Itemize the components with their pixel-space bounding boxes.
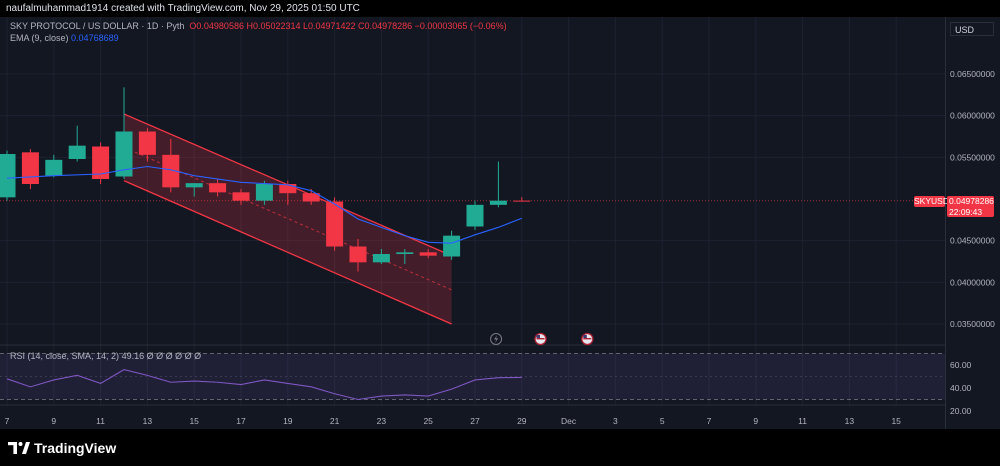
events-layer: [490, 332, 594, 346]
candle-body: [443, 235, 461, 257]
price-tick-label: 0.06000000: [950, 111, 995, 121]
x-tick-label: 5: [660, 416, 665, 426]
x-tick-label: 19: [283, 416, 293, 426]
rsi-band: [0, 353, 945, 400]
legend-rsi-label: RSI (14, close, SMA, 14, 2): [10, 351, 120, 361]
legend-ohlc: O0.04980586 H0.05022314 L0.04971422 C0.0…: [189, 21, 507, 31]
x-tick-label: 13: [845, 416, 855, 426]
tradingview-logo[interactable]: TradingView: [8, 440, 116, 456]
grid-layer: [0, 17, 945, 405]
candle-body: [138, 131, 156, 155]
channel-fill: [124, 114, 452, 324]
x-tick-label: 25: [423, 416, 433, 426]
candles-layer: [0, 87, 531, 272]
x-tick-label: Dec: [561, 416, 577, 426]
x-tick-label: 9: [753, 416, 758, 426]
candle-body: [396, 252, 414, 254]
x-tick-label: 29: [517, 416, 527, 426]
legend-rsi-value: 49.16 Ø Ø Ø Ø Ø Ø: [121, 351, 202, 361]
x-tick-label: 7: [5, 416, 10, 426]
flag-canton: [583, 335, 587, 338]
legend-ema-value: 0.04768689: [71, 33, 119, 43]
x-tick-label: 11: [798, 416, 807, 426]
x-tick-label: 21: [330, 416, 340, 426]
legend-symbol: SKY PROTOCOL / US DOLLAR · 1D · Pyth: [10, 21, 185, 31]
price-tick-label: 0.06500000: [950, 69, 995, 79]
price-tick-label: 0.03500000: [950, 319, 995, 329]
candle-body: [513, 200, 531, 202]
x-tick-label: 27: [470, 416, 480, 426]
legend-symbol-row: SKY PROTOCOL / US DOLLAR · 1D · Pyth O0.…: [10, 20, 507, 32]
footer: [0, 429, 1000, 466]
candle-body: [115, 131, 133, 177]
flag-stripe: [536, 338, 545, 340]
price-tick-label: 0.05500000: [950, 152, 995, 162]
candle-body: [162, 154, 180, 188]
ema-line: [6, 165, 522, 244]
legend-ema-label: EMA (9, close): [10, 33, 69, 43]
last-price-tag: SKYUSD 0.04978286 22:09:43: [914, 196, 994, 220]
candle-body: [0, 154, 16, 198]
candle-body: [45, 159, 63, 176]
candle-body: [489, 200, 507, 205]
candle-body: [372, 254, 390, 263]
candle-body: [255, 184, 273, 201]
legend-ema-row[interactable]: EMA (9, close) 0.04768689: [10, 32, 119, 44]
rsi-line: [6, 369, 522, 401]
rsi-tick-label: 40.00: [950, 383, 972, 393]
candle-body: [326, 201, 344, 247]
candle-body: [209, 183, 227, 193]
channel-lower-line: [123, 180, 452, 325]
x-tick-label: 17: [236, 416, 246, 426]
x-tick-label: 7: [707, 416, 712, 426]
legend-rsi-row[interactable]: RSI (14, close, SMA, 14, 2) 49.16 Ø Ø Ø …: [10, 350, 201, 362]
axes-layer: 0.06500000 0.06000000 0.05500000 0.04500000…: [0, 69, 995, 426]
price-tick-label: 0.04500000: [950, 236, 995, 246]
x-tick-label: 3: [613, 416, 618, 426]
flag-canton: [536, 335, 541, 338]
rsi-tick-label: 60.00: [950, 360, 972, 370]
x-tick-label: 9: [51, 416, 56, 426]
candle-body: [21, 152, 39, 184]
candle-body: [466, 204, 484, 227]
attribution-bar: naufalmuhammad1914 created with TradingV…: [6, 3, 360, 14]
candle-body: [232, 192, 250, 201]
price-tick-label: 0.04000000: [950, 277, 995, 287]
price-tag-price: 0.04978286: [947, 196, 994, 207]
currency-button[interactable]: USD: [950, 22, 994, 36]
price-tag-symbol: SKYUSD: [914, 196, 949, 207]
tradingview-wordmark: TradingView: [34, 440, 117, 456]
x-tick-label: 23: [377, 416, 387, 426]
lightning-event-icon: [490, 333, 503, 345]
price-tag-countdown: 22:09:43: [947, 207, 994, 217]
candle-body: [185, 183, 203, 188]
lightning-bolt-icon: [494, 335, 499, 343]
ema-layer: [6, 165, 522, 244]
x-tick-label: 15: [189, 416, 199, 426]
x-tick-label: 13: [143, 416, 153, 426]
x-tick-label: 15: [891, 416, 901, 426]
rsi-pane: [0, 353, 945, 401]
candle-body: [68, 145, 86, 159]
flag-stripe: [583, 338, 592, 340]
candle-body: [92, 146, 110, 179]
rsi-tick-label: 20.00: [950, 406, 972, 416]
candle-body: [349, 246, 367, 263]
tradingview-logo-icon: [8, 442, 30, 454]
candle-body: [419, 252, 437, 256]
x-tick-label: 11: [96, 416, 105, 426]
candle-body: [302, 193, 320, 202]
price-axis[interactable]: [945, 17, 1000, 429]
candle-body: [279, 184, 297, 194]
